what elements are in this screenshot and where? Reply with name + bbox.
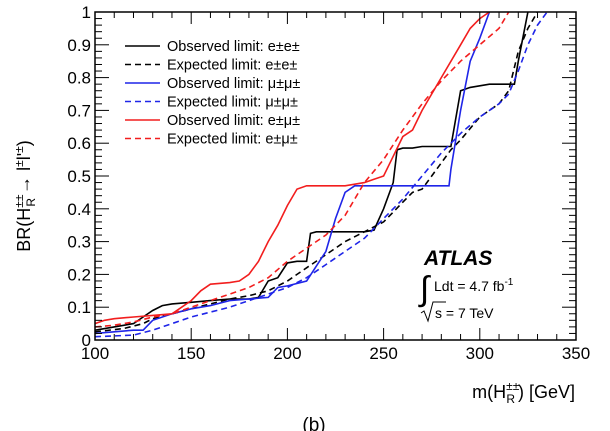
legend-label-1: Observed limit: e±e± [167,39,300,55]
y-tick-label: 0.2 [67,265,91,284]
panel-label: (b) [302,415,325,431]
y-tick-label: 0.9 [67,36,91,55]
legend-label-2: Expected limit: e±e± [167,58,297,74]
y-tick-label: 0 [82,331,91,350]
series-layer [95,12,548,338]
legend-label-6: Expected limit: e±μ± [167,132,298,148]
luminosity-text: Ldt = 4.7 fb-1 [434,277,514,294]
x-axis-label: m(H±± R) [GeV] [472,379,575,406]
x-tick-label: 200 [273,344,301,363]
y-axis-label: BR(H±±R→ l±l'±) [12,140,38,251]
y-tick-label: 0.3 [67,233,91,252]
legend: Observed limit: e±e± Expected limit: e±e±… [125,39,300,148]
series-line-6 [95,12,510,328]
x-tick-label: 300 [466,344,494,363]
series-line-5 [95,12,490,325]
x-tick-label: 350 [562,344,590,363]
series-line-4 [95,12,548,338]
y-tick-label: 0.1 [67,298,91,317]
x-tick-label: 100 [81,344,109,363]
y-tick-label: 0.7 [67,101,91,120]
legend-label-5: Observed limit: e±μ± [167,113,300,129]
energy-text: s = 7 TeV [435,305,494,321]
legend-label-3: Observed limit: μ±μ± [167,76,300,92]
x-tick-label: 150 [177,344,205,363]
legend-label-4: Expected limit: μ±μ± [167,95,298,111]
y-tick-label: 0.5 [67,167,91,186]
atlas-label: ATLAS [423,247,492,270]
ticks-layer: 100 150 200 250 300 350 0 0.1 0.2 0.3 0.4 0.5 0.6 0.7… [67,3,590,363]
y-tick-label: 1 [82,3,91,22]
y-tick-label: 0.6 [67,134,91,153]
y-tick-label: 0.8 [67,69,91,88]
sqrt-sign [420,301,446,323]
integral-sign: ∫ [418,270,431,308]
y-tick-label: 0.4 [67,200,91,219]
x-tick-label: 250 [369,344,397,363]
